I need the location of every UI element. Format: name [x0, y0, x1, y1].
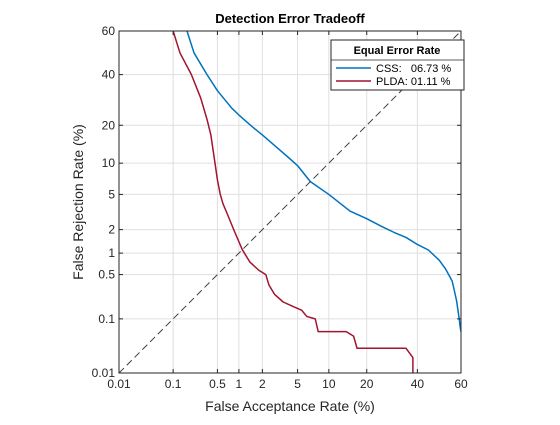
x-tick-label: 10: [322, 377, 336, 391]
x-tick-label: 1: [236, 377, 243, 391]
plda-curve: [172, 30, 414, 373]
y-tick-label: 0.1: [98, 312, 115, 326]
y-axis-label: False Rejection Rate (%): [70, 124, 86, 280]
x-tick-label: 40: [411, 377, 425, 391]
x-tick-label: 5: [294, 377, 301, 391]
x-tick-label: 0.5: [209, 377, 226, 391]
eer-diagonal: [118, 30, 462, 374]
legend: Equal Error Rate CSS: 06.73 % PLDA: 01.1…: [330, 39, 465, 91]
y-tick-label: 20: [102, 118, 116, 132]
series-layer: [118, 30, 462, 374]
y-tick-label: 0.5: [98, 268, 115, 282]
x-tick-label: 60: [454, 377, 468, 391]
x-tick-label: 0.01: [107, 377, 131, 391]
chart-title: Detection Error Tradeoff: [215, 11, 365, 26]
x-tick-label: 20: [360, 377, 374, 391]
plot-frame: [118, 30, 462, 374]
x-tick-label: 2: [259, 377, 266, 391]
legend-label-plda: PLDA: 01.11 %: [376, 76, 451, 88]
x-axis-label: False Acceptance Rate (%): [205, 398, 375, 414]
legend-title: Equal Error Rate: [354, 45, 441, 57]
y-tick-label: 0.01: [92, 366, 116, 380]
y-tick-label: 5: [108, 187, 115, 201]
x-tick-label: 0.1: [165, 377, 182, 391]
y-tick-label: 2: [108, 223, 115, 237]
y-tick-label: 60: [102, 24, 116, 38]
legend-label-css: CSS: 06.73 %: [376, 63, 451, 75]
tick-layer: 0.01 0.1 0.5 1 2 5 10 20 40 60 0.01 0.1 0.5 1 2 5 10 20 40…: [92, 24, 468, 391]
y-tick-label: 10: [102, 156, 116, 170]
grid-layer: [119, 31, 461, 373]
css-curve: [186, 30, 462, 332]
y-tick-label: 40: [102, 68, 116, 82]
y-tick-label: 1: [108, 246, 115, 260]
